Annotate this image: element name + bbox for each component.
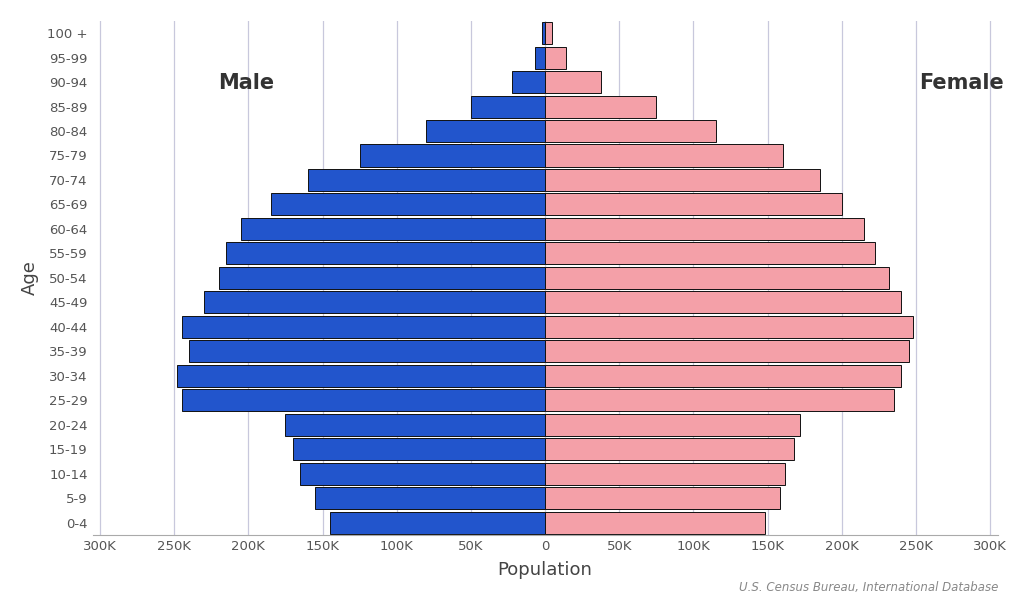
Bar [285,414,545,436]
Bar [181,389,545,412]
Bar [293,438,545,460]
Bar [545,365,901,387]
Bar [545,218,864,240]
Bar [177,365,545,387]
Text: Male: Male [218,73,275,92]
Bar [308,169,545,191]
Bar [315,487,545,509]
Bar [300,463,545,485]
Bar [471,95,545,118]
Bar [218,267,545,289]
Bar [189,340,545,362]
Bar [545,47,566,68]
Text: U.S. Census Bureau, International Database: U.S. Census Bureau, International Databa… [739,581,998,594]
Bar [545,169,820,191]
Text: Female: Female [919,73,1004,92]
Bar [545,316,913,338]
Bar [512,71,545,93]
Bar [545,193,842,215]
Bar [181,316,545,338]
Y-axis label: Age: Age [21,260,39,295]
Bar [545,340,909,362]
Bar [545,438,794,460]
Bar [542,22,545,44]
Bar [545,512,765,534]
Bar [545,292,901,313]
Bar [330,512,545,534]
Bar [359,145,545,167]
Bar [545,463,785,485]
Bar [226,242,545,265]
Bar [545,242,875,265]
Bar [545,22,552,44]
Bar [545,71,602,93]
Bar [271,193,545,215]
Bar [545,145,782,167]
Bar [545,487,780,509]
Bar [241,218,545,240]
X-axis label: Population: Population [498,561,593,579]
Bar [545,267,889,289]
Bar [545,414,801,436]
Bar [545,120,716,142]
Bar [204,292,545,313]
Bar [426,120,545,142]
Bar [545,389,894,412]
Bar [545,95,657,118]
Bar [535,47,545,68]
